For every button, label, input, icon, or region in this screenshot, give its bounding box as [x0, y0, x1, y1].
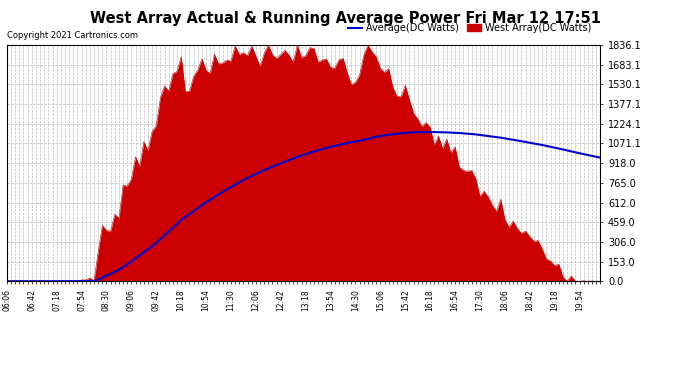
Text: West Array Actual & Running Average Power Fri Mar 12 17:51: West Array Actual & Running Average Powe… — [90, 11, 600, 26]
Legend: Average(DC Watts), West Array(DC Watts): Average(DC Watts), West Array(DC Watts) — [344, 19, 595, 37]
Text: Copyright 2021 Cartronics.com: Copyright 2021 Cartronics.com — [7, 31, 138, 40]
